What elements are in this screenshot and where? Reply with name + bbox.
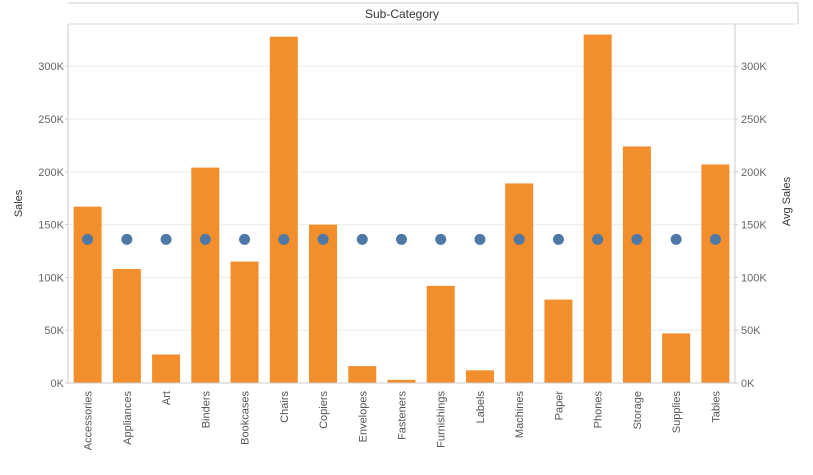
category-label[interactable]: Copiers [318, 391, 330, 429]
bar-chairs[interactable] [269, 36, 298, 383]
category-label[interactable]: Paper [553, 391, 565, 421]
category-label[interactable]: Fasteners [397, 391, 409, 440]
avg-dot-envelopes[interactable] [356, 233, 368, 245]
category-label[interactable]: Binders [200, 391, 212, 429]
y2-tick-label: 300K [741, 61, 767, 73]
avg-dot-labels[interactable] [474, 233, 486, 245]
y-tick-label: 50K [44, 325, 64, 337]
avg-dot-machines[interactable] [513, 233, 525, 245]
avg-dot-art[interactable] [160, 233, 172, 245]
category-label[interactable]: Furnishings [436, 391, 448, 448]
y-tick-label: 250K [38, 114, 64, 126]
bar-paper[interactable] [544, 299, 573, 383]
y-tick-label: 200K [38, 167, 64, 179]
gridlines [68, 65, 735, 331]
y2-tick-label: 200K [741, 167, 767, 179]
category-label[interactable]: Machines [514, 391, 526, 439]
avg-dot-furnishings[interactable] [435, 233, 447, 245]
bar-tables[interactable] [701, 164, 730, 383]
category-label[interactable]: Envelopes [357, 391, 369, 443]
chart-frame: Sub-Category [68, 2, 799, 25]
bar-supplies[interactable] [662, 333, 691, 383]
avg-dot-copiers[interactable] [317, 233, 329, 245]
bar-accessories[interactable] [73, 206, 102, 383]
y2-tick-label: 0K [741, 378, 755, 390]
avg-dots [82, 233, 721, 245]
y-tick-label: 150K [38, 220, 64, 232]
category-label[interactable]: Bookcases [240, 391, 252, 445]
bar-machines[interactable] [505, 183, 534, 383]
bars [73, 34, 730, 383]
axes: 0K 0K 50K 50K 100K 100K 150K 150K 200K 200K 250K 25… [38, 24, 767, 390]
y2-tick-label: 250K [741, 114, 767, 126]
category-label[interactable]: Chairs [279, 391, 291, 423]
category-label[interactable]: Phones [593, 391, 605, 429]
y2-axis-title[interactable]: Avg Sales [781, 176, 793, 226]
bar-art[interactable] [152, 354, 181, 383]
bar-copiers[interactable] [309, 224, 338, 383]
avg-dot-supplies[interactable] [670, 233, 682, 245]
avg-dot-accessories[interactable] [82, 233, 94, 245]
y2-tick-label: 100K [741, 272, 767, 284]
avg-dot-paper[interactable] [552, 233, 564, 245]
bar-furnishings[interactable] [426, 285, 455, 383]
category-label[interactable]: Tables [710, 391, 722, 423]
bar-labels[interactable] [465, 370, 494, 383]
bar-storage[interactable] [622, 146, 651, 383]
column-header-title[interactable]: Sub-Category [365, 7, 439, 21]
category-labels: Accessories Appliances Art Binders Bookcases… [83, 391, 723, 451]
avg-dot-storage[interactable] [631, 233, 643, 245]
avg-dot-bookcases[interactable] [239, 233, 251, 245]
y2-tick-label: 150K [741, 220, 767, 232]
category-label[interactable]: Labels [475, 391, 487, 424]
avg-dot-binders[interactable] [199, 233, 211, 245]
y-tick-label: 100K [38, 272, 64, 284]
y-axis-title[interactable]: Sales [13, 189, 25, 217]
bar-fasteners[interactable] [387, 379, 416, 383]
bar-envelopes[interactable] [348, 366, 377, 383]
category-label[interactable]: Storage [632, 391, 644, 430]
avg-dot-phones[interactable] [592, 233, 604, 245]
category-label[interactable]: Accessories [83, 391, 95, 451]
bar-appliances[interactable] [112, 268, 141, 383]
category-label[interactable]: Art [161, 391, 173, 405]
avg-dot-appliances[interactable] [121, 233, 133, 245]
bar-phones[interactable] [583, 34, 612, 383]
bar-binders[interactable] [191, 167, 220, 383]
avg-dot-tables[interactable] [709, 233, 721, 245]
avg-dot-fasteners[interactable] [396, 233, 407, 245]
category-label[interactable]: Supplies [671, 391, 683, 434]
avg-dot-chairs[interactable] [278, 233, 290, 245]
y-tick-label: 300K [38, 61, 64, 73]
category-label[interactable]: Appliances [122, 391, 134, 445]
y-tick-label: 0K [51, 378, 65, 390]
bar-bookcases[interactable] [230, 261, 259, 383]
y2-tick-label: 50K [741, 325, 761, 337]
